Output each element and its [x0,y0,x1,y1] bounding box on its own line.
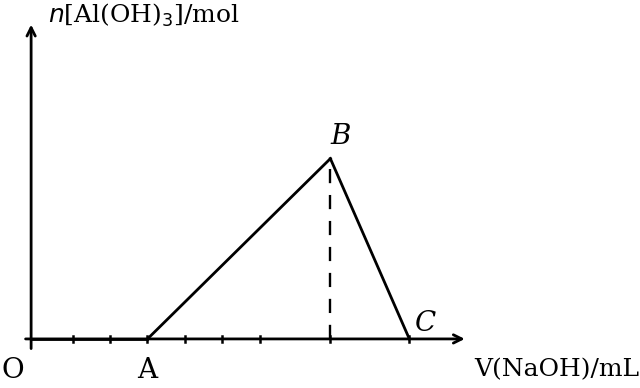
Text: A: A [138,357,157,383]
Text: O: O [1,357,24,383]
Text: C: C [415,310,436,337]
Text: B: B [331,123,351,151]
Text: $n$[Al(OH)$_3$]/mol: $n$[Al(OH)$_3$]/mol [48,2,239,29]
Text: V(NaOH)/mL: V(NaOH)/mL [474,359,639,381]
